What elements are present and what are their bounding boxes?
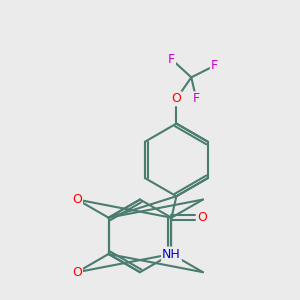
- Text: F: F: [193, 92, 200, 105]
- Text: NH: NH: [162, 248, 181, 260]
- Text: O: O: [197, 211, 207, 224]
- Text: F: F: [211, 59, 218, 72]
- Text: O: O: [72, 266, 82, 279]
- Text: F: F: [168, 53, 175, 66]
- Text: O: O: [72, 193, 82, 206]
- Text: O: O: [172, 92, 182, 105]
